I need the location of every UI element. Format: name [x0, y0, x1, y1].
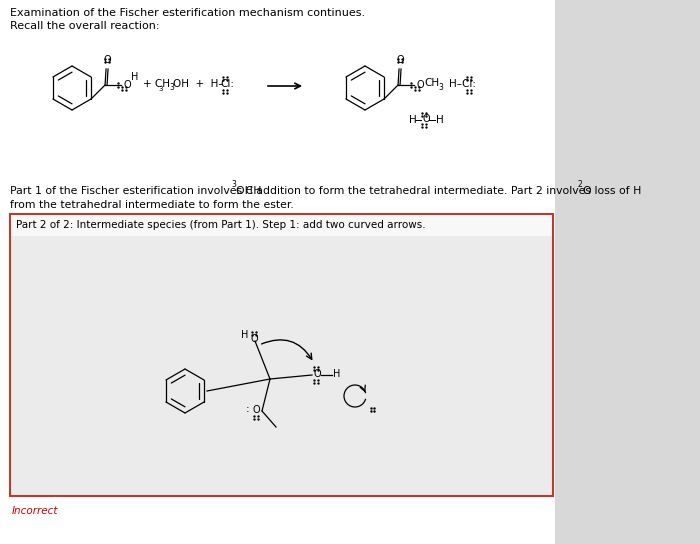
- Text: + CH: + CH: [143, 79, 170, 89]
- Text: from the tetrahedral intermediate to form the ester.: from the tetrahedral intermediate to for…: [10, 200, 294, 210]
- Text: OH addition to form the tetrahedral intermediate. Part 2 involves loss of H: OH addition to form the tetrahedral inte…: [236, 186, 641, 196]
- Text: Incorrect: Incorrect: [12, 506, 59, 516]
- Text: O: O: [422, 114, 430, 124]
- Text: CH: CH: [424, 78, 439, 88]
- Text: 3: 3: [438, 83, 443, 92]
- Text: H: H: [436, 115, 444, 125]
- Text: H: H: [409, 115, 416, 125]
- Bar: [10, 214, 553, 496]
- Text: O: O: [396, 55, 404, 65]
- Text: Part 1 of the Fischer esterification involves CH: Part 1 of the Fischer esterification inv…: [10, 186, 262, 196]
- Text: O: O: [582, 186, 591, 196]
- Text: O: O: [250, 334, 258, 344]
- Text: H–Cl:: H–Cl:: [449, 79, 476, 89]
- Text: O: O: [252, 405, 260, 415]
- Text: Part 2 of 2: Intermediate species (from Part 1). Step 1: add two curved arrows.: Part 2 of 2: Intermediate species (from …: [16, 220, 426, 230]
- Text: :: :: [246, 404, 250, 414]
- Text: O: O: [416, 80, 423, 90]
- Text: 3: 3: [231, 180, 236, 189]
- Text: Recall the overall reaction:: Recall the overall reaction:: [10, 21, 160, 31]
- Text: 3: 3: [158, 86, 162, 92]
- Text: Cl:: Cl:: [220, 79, 234, 89]
- Text: H: H: [131, 72, 139, 82]
- Text: O: O: [123, 80, 131, 90]
- Text: H: H: [333, 369, 340, 379]
- Text: Examination of the Fischer esterification mechanism continues.: Examination of the Fischer esterificatio…: [10, 8, 365, 18]
- Bar: [11, 215, 552, 236]
- Text: H: H: [241, 330, 248, 340]
- Text: O: O: [103, 55, 111, 65]
- Text: 2: 2: [577, 180, 582, 189]
- Text: OH  +  H–: OH + H–: [173, 79, 224, 89]
- Bar: [555, 0, 700, 544]
- Text: 3: 3: [169, 83, 174, 92]
- Text: ..: ..: [165, 78, 169, 84]
- Text: O: O: [314, 369, 321, 379]
